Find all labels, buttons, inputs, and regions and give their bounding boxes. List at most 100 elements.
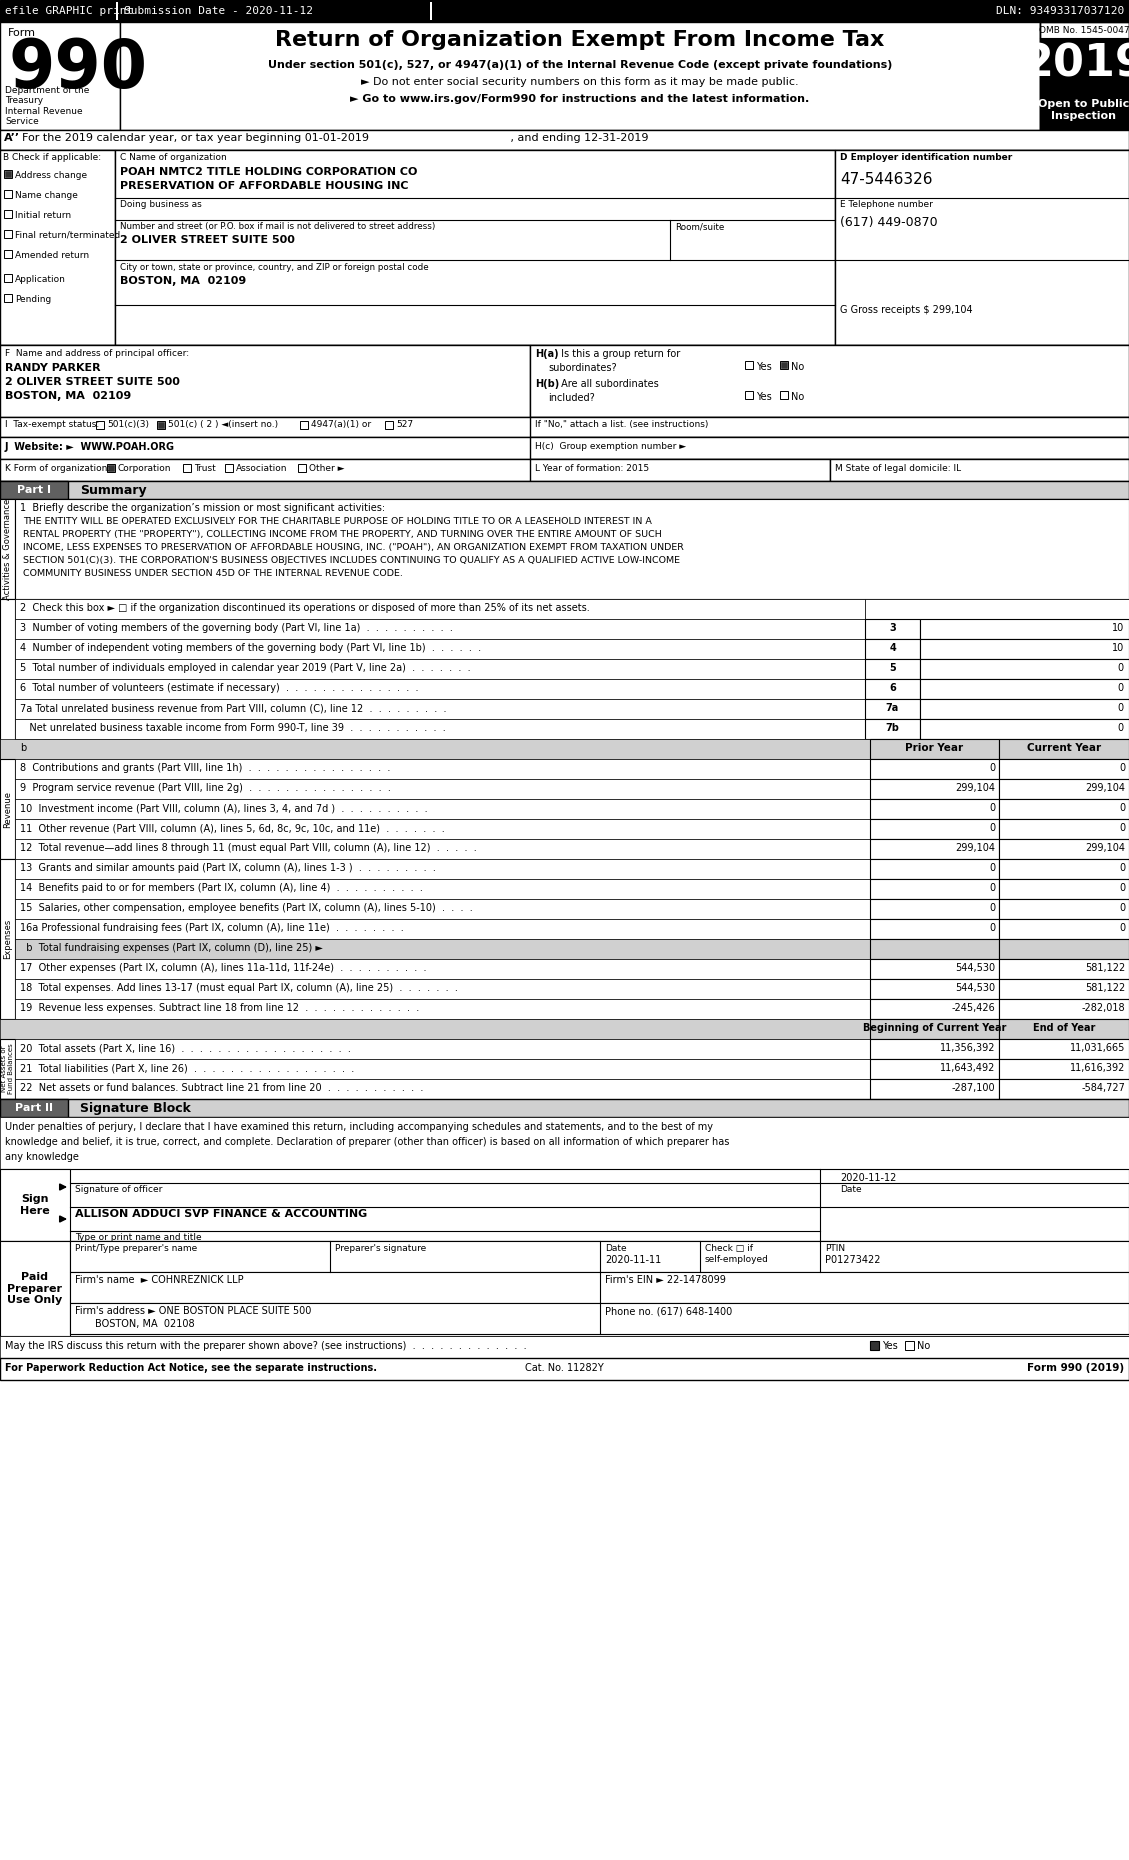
- Bar: [1040, 89, 1129, 130]
- Bar: [780, 361, 788, 368]
- Text: 0: 0: [1118, 724, 1124, 733]
- Text: COMMUNITY BUSINESS UNDER SECTION 45D OF THE INTERNAL REVENUE CODE.: COMMUNITY BUSINESS UNDER SECTION 45D OF …: [23, 569, 403, 578]
- Text: J  Website: ►  WWW.POAH.ORG: J Website: ► WWW.POAH.ORG: [5, 443, 175, 452]
- Text: BOSTON, MA  02109: BOSTON, MA 02109: [5, 391, 131, 402]
- Text: -245,426: -245,426: [952, 1003, 995, 1014]
- Text: knowledge and belief, it is true, correct, and complete. Declaration of preparer: knowledge and belief, it is true, correc…: [5, 1136, 729, 1148]
- Text: Is this a group return for: Is this a group return for: [558, 350, 681, 359]
- Text: Pending: Pending: [15, 296, 51, 303]
- Text: Date: Date: [840, 1185, 861, 1194]
- Text: b: b: [20, 742, 26, 753]
- Text: Print/Type preparer's name: Print/Type preparer's name: [75, 1244, 198, 1254]
- Text: 0: 0: [989, 863, 995, 872]
- Text: 0: 0: [989, 902, 995, 913]
- Bar: [870, 859, 999, 880]
- Text: INCOME, LESS EXPENSES TO PRESERVATION OF AFFORDABLE HOUSING, INC. ("POAH"), AN O: INCOME, LESS EXPENSES TO PRESERVATION OF…: [23, 543, 684, 552]
- Bar: [530, 459, 830, 482]
- Bar: [905, 1341, 914, 1350]
- Bar: [870, 1341, 879, 1350]
- Bar: [1040, 22, 1129, 130]
- Text: Part I: Part I: [17, 485, 51, 495]
- Text: 501(c) ( 2 ) ◄(insert no.): 501(c) ( 2 ) ◄(insert no.): [168, 420, 278, 430]
- Text: Return of Organization Exempt From Income Tax: Return of Organization Exempt From Incom…: [275, 30, 885, 50]
- Bar: [870, 999, 999, 1019]
- Bar: [15, 859, 870, 880]
- Bar: [15, 759, 870, 779]
- Text: D Employer identification number: D Employer identification number: [840, 153, 1013, 162]
- Bar: [0, 1099, 68, 1118]
- Bar: [0, 1241, 1129, 1335]
- Text: DLN: 93493317037120: DLN: 93493317037120: [996, 6, 1124, 17]
- Text: 990: 990: [8, 35, 147, 102]
- Text: 22  Net assets or fund balances. Subtract line 21 from line 20  .  .  .  .  .  .: 22 Net assets or fund balances. Subtract…: [20, 1083, 423, 1094]
- Bar: [999, 779, 1129, 800]
- Bar: [530, 344, 1129, 417]
- Bar: [999, 839, 1129, 859]
- Bar: [865, 599, 1129, 619]
- Bar: [0, 1335, 1129, 1358]
- Bar: [865, 658, 920, 679]
- Bar: [15, 960, 870, 978]
- Bar: [15, 679, 865, 699]
- Text: For Paperwork Reduction Act Notice, see the separate instructions.: For Paperwork Reduction Act Notice, see …: [5, 1363, 377, 1373]
- Text: ► Do not enter social security numbers on this form as it may be made public.: ► Do not enter social security numbers o…: [361, 76, 799, 87]
- Text: G Gross receipts $ 299,104: G Gross receipts $ 299,104: [840, 305, 972, 314]
- Bar: [115, 151, 835, 344]
- Bar: [0, 1118, 1129, 1168]
- Text: ► Go to www.irs.gov/Form990 for instructions and the latest information.: ► Go to www.irs.gov/Form990 for instruct…: [350, 95, 809, 104]
- Text: POAH NMTC2 TITLE HOLDING CORPORATION CO: POAH NMTC2 TITLE HOLDING CORPORATION CO: [120, 167, 418, 177]
- Bar: [300, 420, 308, 430]
- Bar: [108, 465, 114, 471]
- Text: 0: 0: [989, 763, 995, 774]
- Bar: [920, 720, 1129, 738]
- Text: No: No: [791, 363, 804, 372]
- Text: -282,018: -282,018: [1082, 1003, 1124, 1014]
- Text: May the IRS discuss this return with the preparer shown above? (see instructions: May the IRS discuss this return with the…: [5, 1341, 533, 1350]
- Bar: [870, 960, 999, 978]
- Text: 10  Investment income (Part VIII, column (A), lines 3, 4, and 7d )  .  .  .  .  : 10 Investment income (Part VIII, column …: [20, 804, 428, 813]
- Text: Other ►: Other ►: [309, 463, 344, 472]
- Text: Expenses: Expenses: [3, 919, 12, 960]
- Bar: [999, 818, 1129, 839]
- Text: I  Tax-exempt status:: I Tax-exempt status:: [5, 420, 99, 430]
- Text: 10: 10: [1112, 623, 1124, 632]
- Text: 11,616,392: 11,616,392: [1069, 1064, 1124, 1073]
- Text: 544,530: 544,530: [955, 963, 995, 973]
- Text: 581,122: 581,122: [1085, 963, 1124, 973]
- Bar: [70, 1241, 1129, 1272]
- Bar: [116, 2, 119, 20]
- Text: 8  Contributions and grants (Part VIII, line 1h)  .  .  .  .  .  .  .  .  .  .  : 8 Contributions and grants (Part VIII, l…: [20, 763, 391, 774]
- Bar: [15, 839, 870, 859]
- Bar: [0, 1168, 70, 1241]
- Bar: [865, 679, 920, 699]
- Bar: [999, 939, 1129, 960]
- Text: Preparer's signature: Preparer's signature: [335, 1244, 427, 1254]
- Text: 5: 5: [890, 662, 896, 673]
- Bar: [0, 1241, 70, 1335]
- Bar: [999, 898, 1129, 919]
- Bar: [0, 344, 530, 417]
- Text: Signature of officer: Signature of officer: [75, 1185, 163, 1194]
- Bar: [298, 463, 306, 472]
- Text: Current Year: Current Year: [1027, 742, 1101, 753]
- Bar: [999, 978, 1129, 999]
- Text: 0: 0: [989, 822, 995, 833]
- Text: 11,031,665: 11,031,665: [1069, 1043, 1124, 1053]
- Bar: [999, 738, 1129, 759]
- Text: Beginning of Current Year: Beginning of Current Year: [863, 1023, 1006, 1032]
- Text: Type or print name and title: Type or print name and title: [75, 1233, 202, 1242]
- Bar: [999, 859, 1129, 880]
- Text: Form 990 (2019): Form 990 (2019): [1027, 1363, 1124, 1373]
- Bar: [870, 880, 999, 898]
- Bar: [5, 169, 12, 179]
- Text: No: No: [791, 392, 804, 402]
- Text: 0: 0: [1119, 763, 1124, 774]
- Bar: [15, 640, 865, 658]
- Text: 9  Program service revenue (Part VIII, line 2g)  .  .  .  .  .  .  .  .  .  .  .: 9 Program service revenue (Part VIII, li…: [20, 783, 391, 792]
- Text: Are all subordinates: Are all subordinates: [558, 379, 658, 389]
- Bar: [1040, 22, 1129, 130]
- Text: RANDY PARKER: RANDY PARKER: [5, 363, 100, 374]
- Text: 0: 0: [989, 884, 995, 893]
- Text: Net unrelated business taxable income from Form 990-T, line 39  .  .  .  .  .  .: Net unrelated business taxable income fr…: [20, 724, 446, 733]
- Text: B Check if applicable:: B Check if applicable:: [3, 153, 102, 162]
